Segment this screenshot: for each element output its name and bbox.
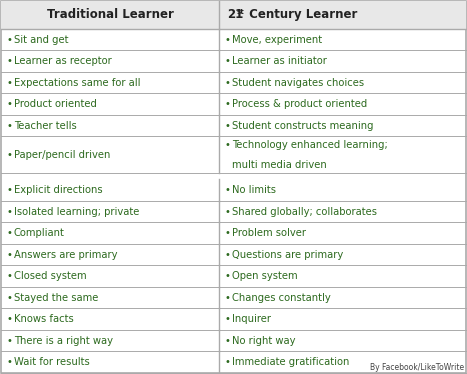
Text: •: • — [7, 35, 13, 45]
Text: Process & product oriented: Process & product oriented — [232, 99, 367, 109]
Text: •: • — [7, 56, 13, 66]
Text: •: • — [7, 357, 13, 367]
Text: •: • — [225, 99, 231, 109]
Text: •: • — [225, 357, 231, 367]
Text: •: • — [7, 207, 13, 217]
Text: Closed system: Closed system — [14, 271, 86, 281]
Text: Paper/pencil driven: Paper/pencil driven — [14, 150, 110, 160]
Text: Century Learner: Century Learner — [245, 9, 357, 21]
Text: •: • — [225, 56, 231, 66]
Text: •: • — [7, 314, 13, 324]
Text: •: • — [7, 121, 13, 131]
Bar — [1, 1, 466, 29]
Text: Knows facts: Knows facts — [14, 314, 74, 324]
Text: •: • — [7, 250, 13, 260]
Text: Learner as initiator: Learner as initiator — [232, 56, 327, 66]
Text: Teacher tells: Teacher tells — [14, 121, 77, 131]
Text: •: • — [225, 271, 231, 281]
Text: •: • — [7, 271, 13, 281]
Text: Problem solver: Problem solver — [232, 228, 306, 238]
Text: •: • — [225, 121, 231, 131]
Text: •: • — [225, 250, 231, 260]
Text: •: • — [7, 150, 13, 160]
Text: Compliant: Compliant — [14, 228, 65, 238]
Text: Changes constantly: Changes constantly — [232, 293, 331, 303]
Text: Traditional Learner: Traditional Learner — [47, 9, 173, 21]
Text: Move, experiment: Move, experiment — [232, 35, 322, 45]
Text: Student constructs meaning: Student constructs meaning — [232, 121, 374, 131]
Text: •: • — [225, 293, 231, 303]
Text: •: • — [225, 228, 231, 238]
Text: Immediate gratification: Immediate gratification — [232, 357, 349, 367]
Text: •: • — [7, 228, 13, 238]
Text: •: • — [225, 336, 231, 346]
Text: •: • — [7, 336, 13, 346]
Text: •: • — [7, 185, 13, 195]
Text: •: • — [225, 207, 231, 217]
Text: •: • — [225, 140, 231, 150]
Text: •: • — [7, 99, 13, 109]
Text: No limits: No limits — [232, 185, 276, 195]
Text: Technology enhanced learning;: Technology enhanced learning; — [232, 140, 388, 150]
Text: Expectations same for all: Expectations same for all — [14, 78, 141, 88]
Text: Student navigates choices: Student navigates choices — [232, 78, 364, 88]
Text: Isolated learning; private: Isolated learning; private — [14, 207, 139, 217]
Text: No right way: No right way — [232, 336, 296, 346]
Text: Explicit directions: Explicit directions — [14, 185, 103, 195]
Text: There is a right way: There is a right way — [14, 336, 113, 346]
Text: •: • — [225, 185, 231, 195]
Text: By Facebook/LikeToWrite: By Facebook/LikeToWrite — [370, 363, 464, 372]
Text: Shared globally; collaborates: Shared globally; collaborates — [232, 207, 377, 217]
Text: Questions are primary: Questions are primary — [232, 250, 343, 260]
Text: Sit and get: Sit and get — [14, 35, 69, 45]
Text: Answers are primary: Answers are primary — [14, 250, 118, 260]
Text: •: • — [225, 78, 231, 88]
Text: •: • — [225, 314, 231, 324]
Text: •: • — [7, 78, 13, 88]
Text: multi media driven: multi media driven — [232, 160, 327, 170]
Text: 21: 21 — [227, 9, 243, 21]
Text: st: st — [237, 9, 245, 15]
Text: Learner as receptor: Learner as receptor — [14, 56, 112, 66]
Text: Stayed the same: Stayed the same — [14, 293, 99, 303]
Text: Wait for results: Wait for results — [14, 357, 90, 367]
Text: Product oriented: Product oriented — [14, 99, 97, 109]
Text: Open system: Open system — [232, 271, 297, 281]
Text: Inquirer: Inquirer — [232, 314, 271, 324]
Text: •: • — [7, 293, 13, 303]
Text: •: • — [225, 35, 231, 45]
